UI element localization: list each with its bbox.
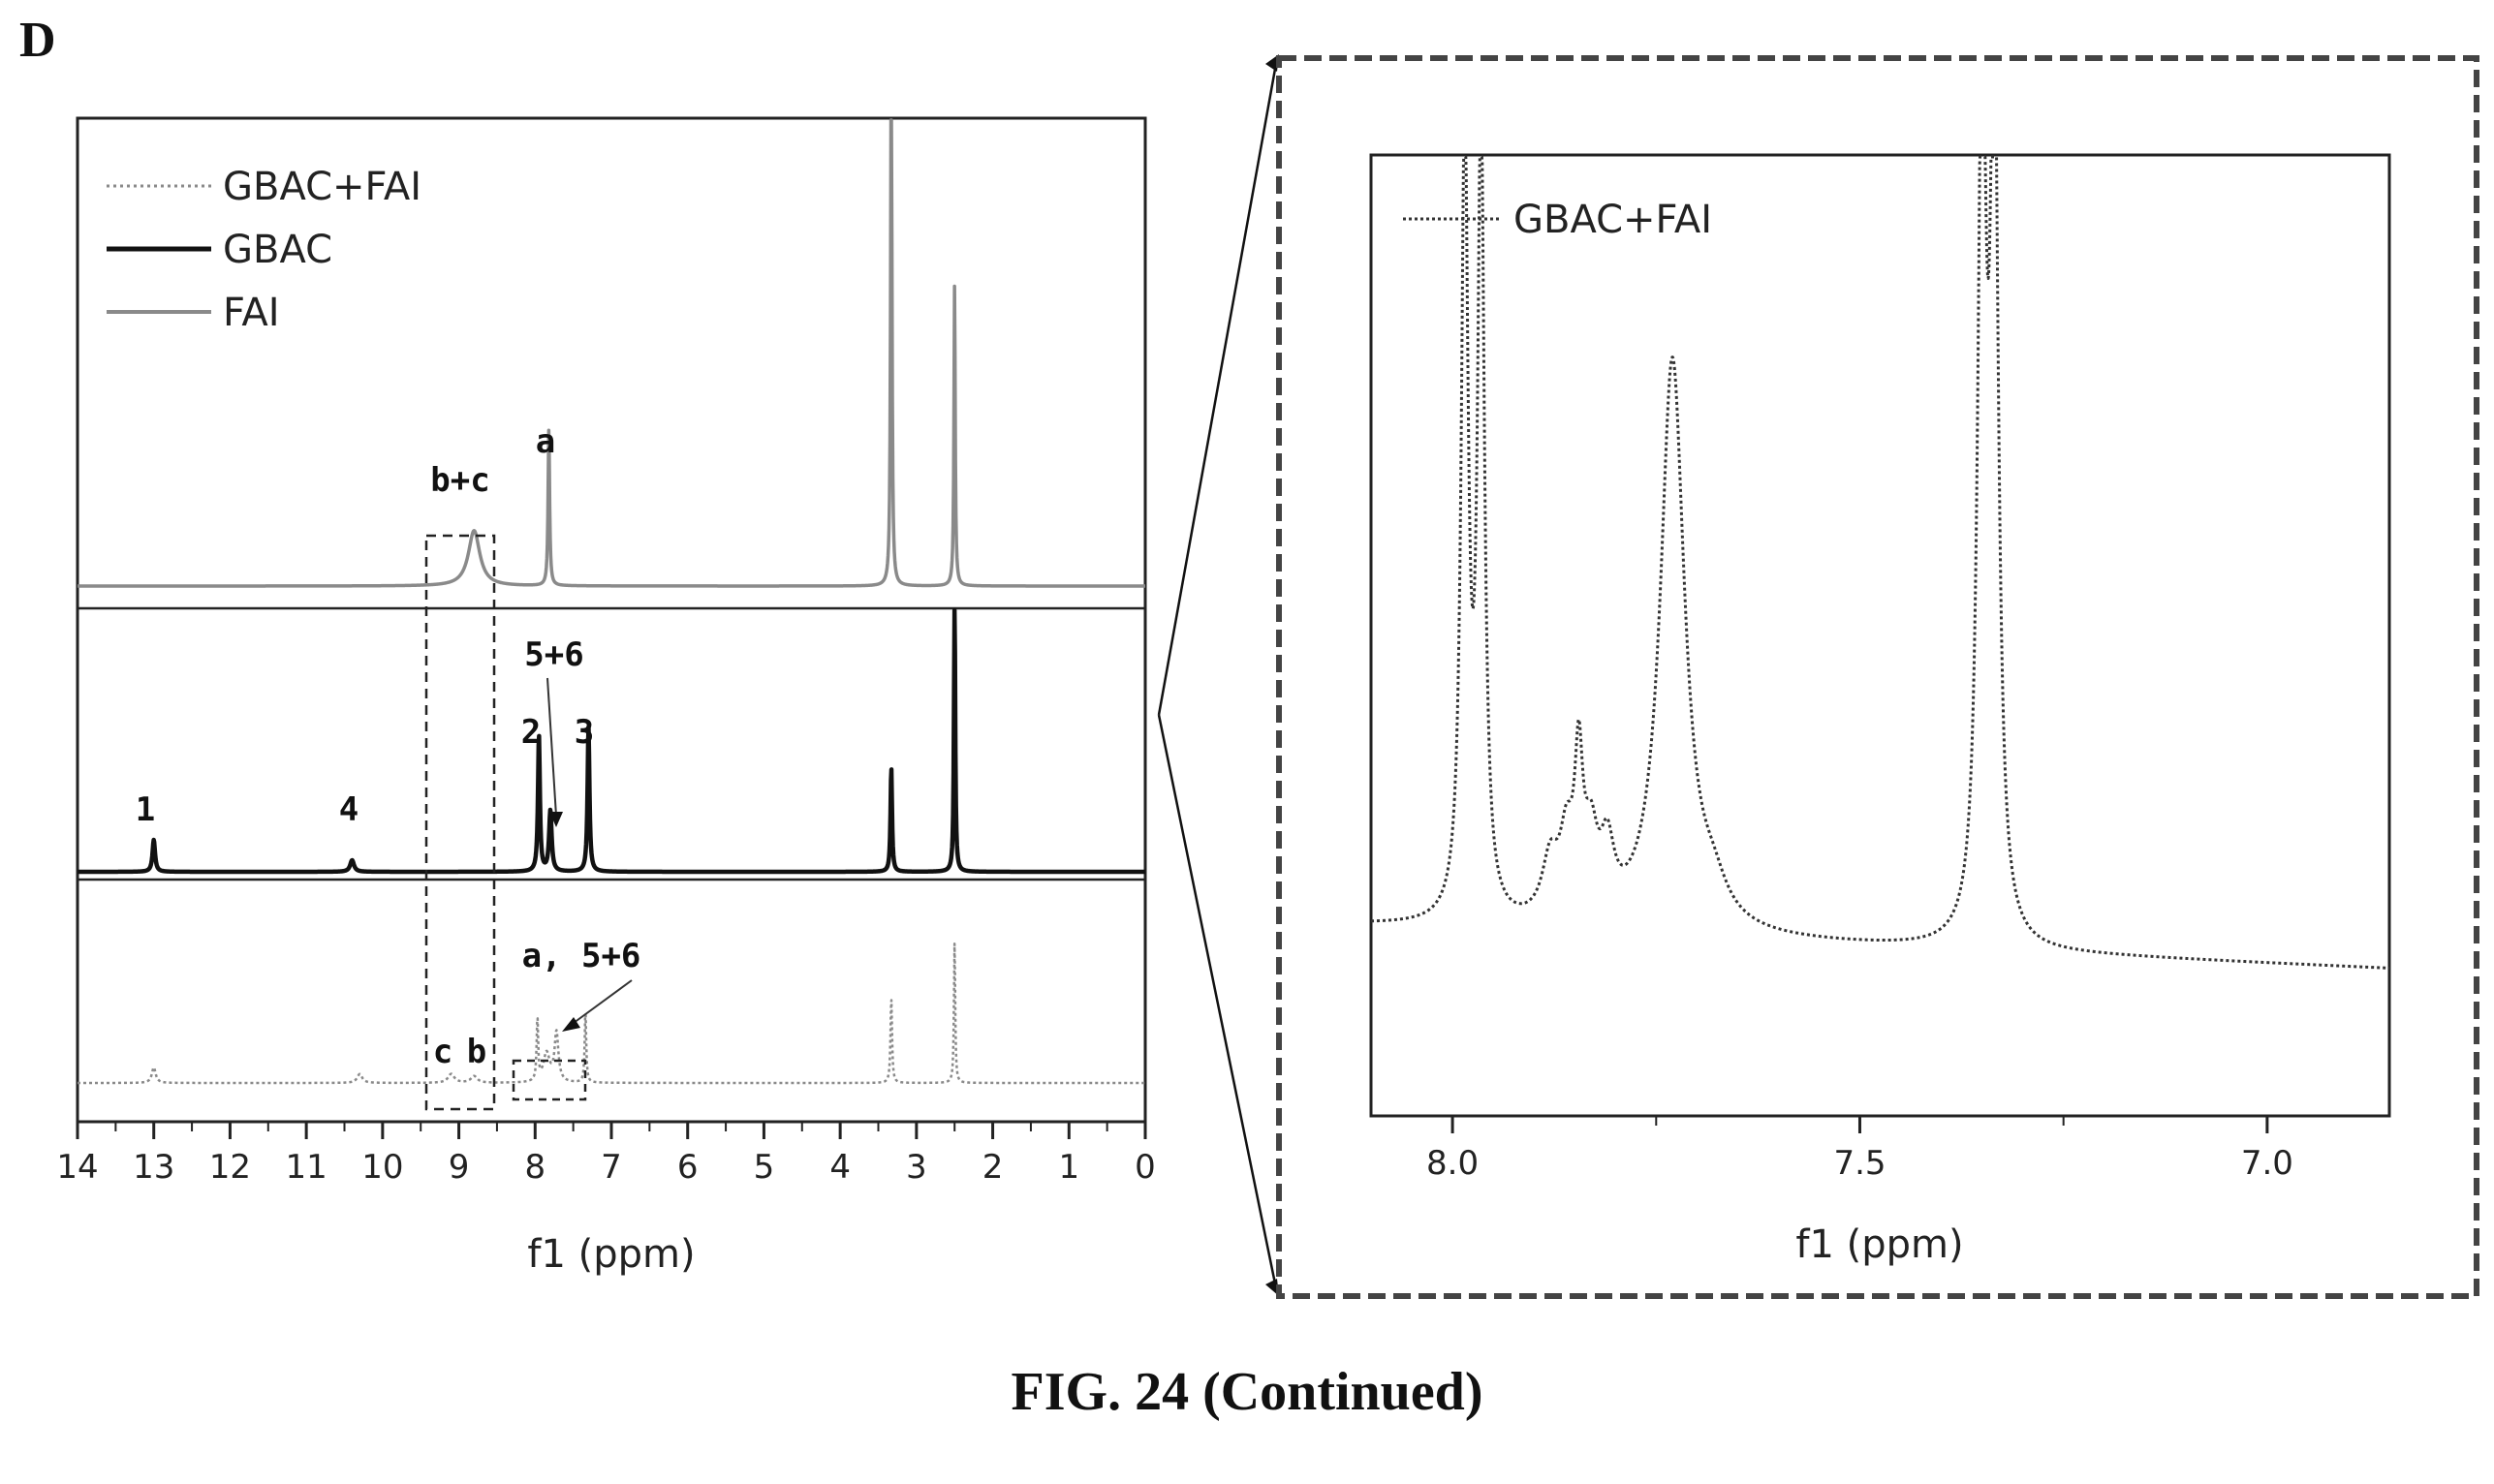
x-tick-label: 2 [982, 1148, 1004, 1187]
peak-label-5-6: 5+6 [524, 635, 583, 674]
x-tick-label-zoom: 8.0 [1426, 1144, 1479, 1183]
right-plot-frame [1369, 153, 2391, 1118]
left-traces [76, 118, 1147, 1085]
peak-label-a: a [536, 422, 555, 461]
bc-highlight-box [424, 534, 496, 1111]
figure-caption: FIG. 24 (Continued) [1011, 1362, 1483, 1422]
x-tick-label: 11 [286, 1148, 327, 1187]
x-tick-label: 10 [361, 1148, 403, 1187]
zoom-connector-bottom [1157, 714, 1279, 1294]
x-tick-label-zoom: 7.5 [1833, 1144, 1886, 1183]
arrow-5-6-shaft [546, 677, 557, 817]
legend-label-fai: FAI [223, 291, 280, 335]
arrow-5-6-head [549, 812, 563, 827]
left-x-axis-title: f1 (ppm) [527, 1232, 695, 1277]
zoom-connector-bottom-head [1265, 1279, 1279, 1296]
peak-label-1: 1 [136, 790, 155, 829]
stacked-nmr-chart: 14 13 12 11 10 9 8 7 6 5 4 3 2 1 0 f1 (ppm) GBAC+FAI G… [56, 116, 1156, 1277]
x-tick-label: 14 [56, 1148, 98, 1187]
zoomed-nmr-chart: 8.0 7.5 7.0 f1 (ppm) GBAC+FAI [1369, 153, 2391, 1267]
left-x-ticks: 14 13 12 11 10 9 8 7 6 5 4 3 2 1 0 [56, 1122, 1156, 1187]
zoom-connector-top [1157, 57, 1279, 716]
x-tick-label: 6 [677, 1148, 699, 1187]
right-legend: GBAC+FAI [1403, 198, 1712, 242]
x-tick-label: 9 [449, 1148, 470, 1187]
x-tick-label: 13 [133, 1148, 174, 1187]
peak-label-bc: b+c [430, 461, 489, 500]
peak-label-a-5-6: a, 5+6 [522, 937, 641, 975]
legend-label-gbac-fai-zoom: GBAC+FAI [1513, 198, 1712, 242]
spectrum-trace-gbac [76, 607, 1147, 875]
peak-label-2: 2 [521, 713, 541, 752]
arrow-a-5-6-head [562, 1017, 580, 1032]
right-x-ticks: 8.0 7.5 7.0 [1426, 1116, 2293, 1183]
x-tick-label: 8 [524, 1148, 546, 1187]
right-x-axis-title: f1 (ppm) [1795, 1222, 1963, 1267]
peak-label-3: 3 [575, 713, 594, 752]
right-traces [1369, 155, 2391, 970]
legend-label-gbac-fai: GBAC+FAI [223, 165, 421, 209]
x-tick-label: 1 [1058, 1148, 1079, 1187]
x-tick-label: 4 [829, 1148, 851, 1187]
peak-label-b: b [467, 1033, 486, 1071]
x-tick-label: 12 [209, 1148, 251, 1187]
left-legend: GBAC+FAI GBAC FAI [107, 165, 421, 335]
panel-letter: D [19, 13, 56, 68]
x-tick-label: 0 [1135, 1148, 1156, 1187]
peak-label-4: 4 [339, 790, 359, 829]
zoom-region-box [512, 1059, 587, 1101]
x-tick-label: 7 [601, 1148, 622, 1187]
peak-label-c: c [433, 1033, 452, 1071]
x-tick-label: 3 [906, 1148, 927, 1187]
spectrum-trace-gbac-fai [77, 943, 1146, 1085]
x-tick-label-zoom: 7.0 [2241, 1144, 2293, 1183]
zoom-connector-top-head [1265, 54, 1279, 72]
legend-label-gbac: GBAC [223, 228, 332, 272]
x-tick-label: 5 [754, 1148, 775, 1187]
zoom-inset-frame [1276, 55, 2479, 1299]
spectrum-trace-gbac-fai-zoom [1369, 155, 2391, 970]
spectrum-trace-fai [76, 118, 1147, 588]
arrow-a-5-6-shaft [573, 979, 633, 1024]
